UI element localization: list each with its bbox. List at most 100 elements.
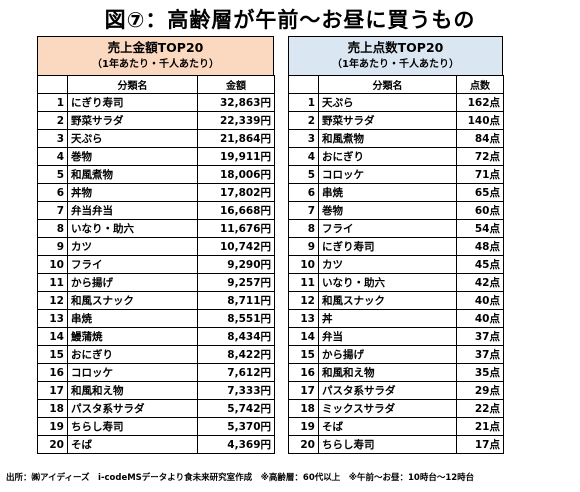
- table-row: 17 パスタ系サラダ 29点: [288, 381, 504, 400]
- rank-cell: 7: [37, 201, 68, 220]
- sales-count-header: 売上点数TOP20 （1年あたり・千人あたり）: [288, 36, 503, 75]
- table-row: 9 にぎり寿司 48点: [288, 237, 504, 256]
- table-row: 13 串焼 8,551円: [37, 309, 275, 328]
- rank-cell: 5: [288, 165, 319, 184]
- rank-cell: 19: [288, 417, 319, 436]
- value-cell: 8,434円: [197, 327, 275, 346]
- category-cell: 野菜サラダ: [318, 111, 457, 130]
- rank-cell: 4: [37, 147, 68, 166]
- value-cell: 9,290円: [197, 255, 275, 274]
- value-cell: 11,676円: [197, 219, 275, 238]
- category-cell: ミックスサラダ: [318, 399, 457, 418]
- rank-cell: 18: [37, 399, 68, 418]
- rank-cell: 1: [37, 93, 68, 112]
- category-cell: 丼物: [67, 183, 198, 202]
- table-row: 1 天ぷら 162点: [288, 93, 504, 112]
- rank-cell: 7: [288, 201, 319, 220]
- value-cell: 8,422円: [197, 345, 275, 364]
- category-cell: 天ぷら: [67, 129, 198, 148]
- rank-cell: 2: [37, 111, 68, 130]
- sales-amount-table: 分類名 金額 1 にぎり寿司 32,863円 2 野菜サラダ 22,339円 3 天ぷら 21,…: [37, 75, 275, 454]
- category-cell: 弁当: [318, 327, 457, 346]
- category-cell: おにぎり: [318, 147, 457, 166]
- category-cell: そば: [67, 435, 198, 454]
- table-row: 16 コロッケ 7,612円: [37, 363, 275, 382]
- category-cell: パスタ系サラダ: [318, 381, 457, 400]
- count-header: 点数: [456, 75, 504, 94]
- sales-amount-title: 売上金額TOP20: [107, 40, 204, 55]
- rank-cell: 18: [288, 399, 319, 418]
- table-row: 6 丼物 17,802円: [37, 183, 275, 202]
- rank-cell: 6: [288, 183, 319, 202]
- value-cell: 45点: [456, 255, 504, 274]
- rank-cell: 15: [288, 345, 319, 364]
- table-row: 19 ちらし寿司 5,370円: [37, 417, 275, 436]
- category-cell: 和風和え物: [67, 381, 198, 400]
- rank-cell: 10: [37, 255, 68, 274]
- value-cell: 8,551円: [197, 309, 275, 328]
- value-cell: 7,333円: [197, 381, 275, 400]
- category-cell: から揚げ: [318, 345, 457, 364]
- value-cell: 19,911円: [197, 147, 275, 166]
- value-cell: 8,711円: [197, 291, 275, 310]
- rank-cell: 19: [37, 417, 68, 436]
- rank-cell: 20: [288, 435, 319, 454]
- table-row: 15 から揚げ 37点: [288, 345, 504, 364]
- table-row: 20 そば 4,369円: [37, 435, 275, 454]
- table-row: 17 和風和え物 7,333円: [37, 381, 275, 400]
- value-cell: 40点: [456, 291, 504, 310]
- rank-cell: 14: [37, 327, 68, 346]
- table-row: 2 野菜サラダ 22,339円: [37, 111, 275, 130]
- rank-cell: 16: [37, 363, 68, 382]
- table-row: 10 フライ 9,290円: [37, 255, 275, 274]
- table-row: 4 おにぎり 72点: [288, 147, 504, 166]
- category-cell: 巻物: [318, 201, 457, 220]
- rank-cell: 10: [288, 255, 319, 274]
- table-row: 7 弁当弁当 16,668円: [37, 201, 275, 220]
- value-cell: 18,006円: [197, 165, 275, 184]
- value-cell: 140点: [456, 111, 504, 130]
- rank-cell: 12: [37, 291, 68, 310]
- table-row: 20 ちらし寿司 17点: [288, 435, 504, 454]
- category-cell: 鰻蒲焼: [67, 327, 198, 346]
- value-cell: 42点: [456, 273, 504, 292]
- category-cell: 野菜サラダ: [67, 111, 198, 130]
- value-cell: 72点: [456, 147, 504, 166]
- rank-cell: 12: [288, 291, 319, 310]
- rank-cell: 14: [288, 327, 319, 346]
- sales-count-subtitle: （1年あたり・千人あたり）: [332, 59, 459, 70]
- rank-cell: 3: [37, 129, 68, 148]
- category-cell: 串焼: [318, 183, 457, 202]
- table-row: 1 にぎり寿司 32,863円: [37, 93, 275, 112]
- value-cell: 22,339円: [197, 111, 275, 130]
- rank-header: [37, 75, 68, 94]
- rank-cell: 8: [37, 219, 68, 238]
- value-cell: 21,864円: [197, 129, 275, 148]
- rank-header: [288, 75, 319, 94]
- category-cell: フライ: [67, 255, 198, 274]
- value-cell: 40点: [456, 309, 504, 328]
- value-cell: 162点: [456, 93, 504, 112]
- table-header-row: 分類名 金額: [37, 75, 275, 94]
- table-row: 8 いなり・助六 11,676円: [37, 219, 275, 238]
- value-cell: 4,369円: [197, 435, 275, 454]
- rank-cell: 5: [37, 165, 68, 184]
- table-row: 11 から揚げ 9,257円: [37, 273, 275, 292]
- table-row: 8 フライ 54点: [288, 219, 504, 238]
- table-row: 2 野菜サラダ 140点: [288, 111, 504, 130]
- value-cell: 35点: [456, 363, 504, 382]
- value-cell: 37点: [456, 345, 504, 364]
- page-title: 図⑦：高齢層が午前～お昼に買うもの: [104, 8, 476, 32]
- value-cell: 17,802円: [197, 183, 275, 202]
- category-cell: いなり・助六: [67, 219, 198, 238]
- table-row: 18 ミックスサラダ 22点: [288, 399, 504, 418]
- category-cell: 天ぷら: [318, 93, 457, 112]
- category-cell: ちらし寿司: [67, 417, 198, 436]
- category-cell: コロッケ: [67, 363, 198, 382]
- table-row: 3 天ぷら 21,864円: [37, 129, 275, 148]
- value-cell: 7,612円: [197, 363, 275, 382]
- category-cell: にぎり寿司: [318, 237, 457, 256]
- category-cell: カツ: [67, 237, 198, 256]
- rank-cell: 20: [37, 435, 68, 454]
- category-cell: 和風スナック: [67, 291, 198, 310]
